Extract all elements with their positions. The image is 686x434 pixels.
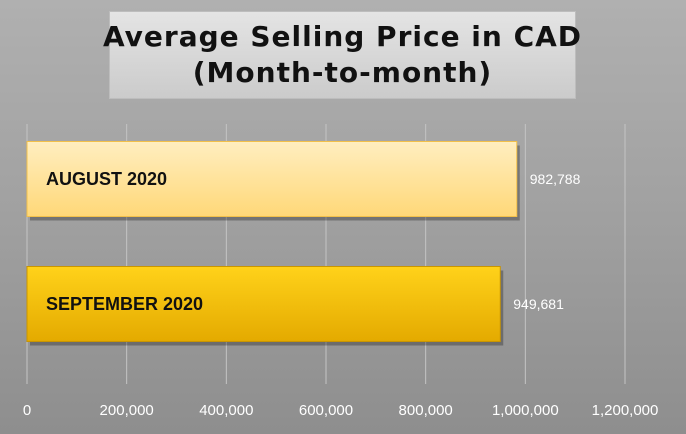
bar-august-2020	[26, 141, 518, 217]
bars: AUGUST 2020 982,788 SEPTEMBER 2020 949,681	[26, 141, 581, 346]
bar-category-label-1: SEPTEMBER 2020	[46, 294, 203, 314]
bar-september-2020	[26, 266, 501, 342]
x-tick-label-4: 800,000	[399, 402, 453, 419]
chart-title-line-1: Average Selling Price in CAD	[102, 20, 583, 53]
x-tick-label-3: 600,000	[299, 402, 353, 419]
x-axis-ticks: 0 200,000 400,000 600,000 800,000 1,000,000 1,…	[23, 402, 659, 419]
x-tick-label-2: 400,000	[199, 402, 253, 419]
chart-title-box: Average Selling Price in CAD (Month-to-m…	[103, 11, 581, 99]
data-label-0: 982,788	[530, 171, 581, 187]
chart-title-line-2: (Month-to-month)	[192, 56, 493, 89]
x-tick-label-5: 1,000,000	[492, 402, 559, 419]
bar-category-label-0: AUGUST 2020	[46, 169, 167, 189]
data-label-1: 949,681	[513, 296, 564, 312]
x-tick-label-0: 0	[23, 402, 31, 419]
x-tick-label-6: 1,200,000	[592, 402, 659, 419]
x-tick-label-1: 200,000	[100, 402, 154, 419]
